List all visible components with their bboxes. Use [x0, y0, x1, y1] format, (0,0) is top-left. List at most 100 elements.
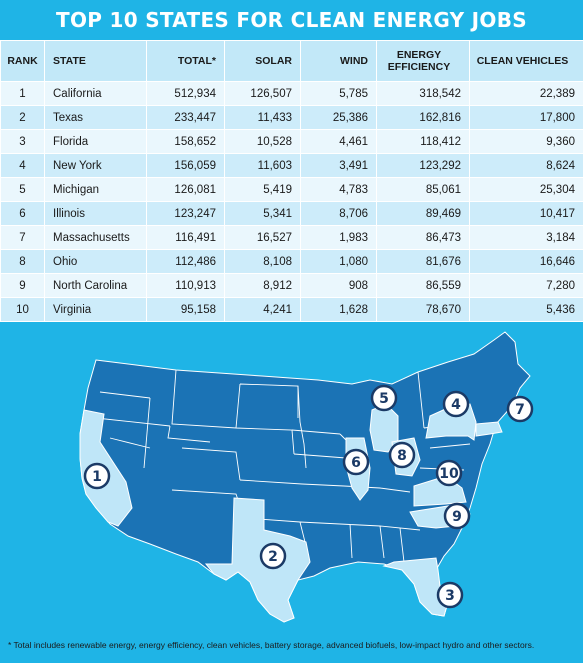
svg-text:3: 3 — [445, 588, 455, 604]
cell-rank: 6 — [0, 201, 45, 226]
cell-total: 512,934 — [146, 81, 225, 106]
header-solar: SOLAR — [224, 40, 301, 82]
cell-wind: 1,983 — [300, 225, 377, 250]
cell-total: 95,158 — [146, 297, 225, 322]
cell-solar: 5,419 — [224, 177, 301, 202]
cell-clean-vehicles: 5,436 — [469, 297, 583, 322]
cell-solar: 5,341 — [224, 201, 301, 226]
cell-solar: 8,912 — [224, 273, 301, 298]
cell-energy-efficiency: 123,292 — [376, 153, 470, 178]
cell-wind: 1,080 — [300, 249, 377, 274]
cell-rank: 5 — [0, 177, 45, 202]
cell-clean-vehicles: 10,417 — [469, 201, 583, 226]
table-body: 1 California 512,934 126,507 5,785 318,542 22,… — [0, 81, 583, 322]
cell-total: 156,059 — [146, 153, 225, 178]
cell-energy-efficiency: 89,469 — [376, 201, 470, 226]
cell-energy-efficiency: 78,670 — [376, 297, 470, 322]
cell-energy-efficiency: 86,473 — [376, 225, 470, 250]
table-row: 4 New York 156,059 11,603 3,491 123,292 8,624 — [0, 153, 583, 178]
table-row: 3 Florida 158,652 10,528 4,461 118,412 9,360 — [0, 129, 583, 154]
svg-text:6: 6 — [351, 455, 361, 471]
cell-rank: 9 — [0, 273, 45, 298]
cell-rank: 3 — [0, 129, 45, 154]
header-state: STATE — [44, 40, 147, 82]
cell-wind: 4,783 — [300, 177, 377, 202]
table-row: 1 California 512,934 126,507 5,785 318,542 22,… — [0, 81, 583, 106]
svg-text:5: 5 — [379, 391, 389, 407]
cell-energy-efficiency: 118,412 — [376, 129, 470, 154]
cell-wind: 8,706 — [300, 201, 377, 226]
cell-clean-vehicles: 7,280 — [469, 273, 583, 298]
cell-state: Massachusetts — [44, 225, 147, 250]
table-row: 6 Illinois 123,247 5,341 8,706 89,469 10,417 — [0, 201, 583, 226]
cell-wind: 25,386 — [300, 105, 377, 130]
rank-badge-6: 6 — [342, 448, 370, 476]
us-map: 1 2 3 4 5 6 7 8 9 10 — [79, 331, 534, 623]
page-title: TOP 10 STATES FOR CLEAN ENERGY JOBS — [56, 8, 527, 32]
cell-state: Ohio — [44, 249, 147, 274]
rank-badge-3: 3 — [436, 581, 464, 609]
cell-rank: 1 — [0, 81, 45, 106]
rank-badge-8: 8 — [388, 441, 416, 469]
cell-rank: 7 — [0, 225, 45, 250]
svg-text:7: 7 — [515, 402, 525, 418]
header-energy-efficiency: ENERGY EFFICIENCY — [376, 40, 470, 82]
header-rank: RANK — [0, 40, 45, 82]
cell-clean-vehicles: 3,184 — [469, 225, 583, 250]
cell-solar: 8,108 — [224, 249, 301, 274]
state-florida — [382, 557, 449, 617]
svg-text:8: 8 — [397, 448, 407, 464]
cell-wind: 5,785 — [300, 81, 377, 106]
cell-total: 158,652 — [146, 129, 225, 154]
cell-energy-efficiency: 318,542 — [376, 81, 470, 106]
state-massachusetts — [475, 421, 503, 437]
rank-badge-9: 9 — [443, 502, 471, 530]
cell-state: California — [44, 81, 147, 106]
cell-rank: 2 — [0, 105, 45, 130]
jobs-table: RANK STATE TOTAL* SOLAR WIND ENERGY EFFI… — [0, 40, 583, 322]
state-texas — [204, 497, 311, 623]
cell-clean-vehicles: 17,800 — [469, 105, 583, 130]
cell-state: New York — [44, 153, 147, 178]
table-row: 5 Michigan 126,081 5,419 4,783 85,061 25,304 — [0, 177, 583, 202]
cell-clean-vehicles: 22,389 — [469, 81, 583, 106]
table-row: 10 Virginia 95,158 4,241 1,628 78,670 5,436 — [0, 297, 583, 322]
cell-wind: 3,491 — [300, 153, 377, 178]
cell-wind: 4,461 — [300, 129, 377, 154]
us-map-base — [79, 331, 531, 623]
cell-energy-efficiency: 85,061 — [376, 177, 470, 202]
svg-text:4: 4 — [451, 397, 461, 413]
cell-wind: 908 — [300, 273, 377, 298]
cell-energy-efficiency: 86,559 — [376, 273, 470, 298]
cell-rank: 8 — [0, 249, 45, 274]
rank-badge-1: 1 — [83, 462, 111, 490]
cell-total: 126,081 — [146, 177, 225, 202]
header-energy-efficiency-line2: EFFICIENCY — [387, 61, 451, 73]
cell-clean-vehicles: 16,646 — [469, 249, 583, 274]
cell-solar: 11,603 — [224, 153, 301, 178]
table-header-row: RANK STATE TOTAL* SOLAR WIND ENERGY EFFI… — [0, 40, 583, 82]
table-row: 9 North Carolina 110,913 8,912 908 86,559 7,28… — [0, 273, 583, 298]
svg-text:9: 9 — [452, 509, 462, 525]
table-row: 7 Massachusetts 116,491 16,527 1,983 86,473 3,… — [0, 225, 583, 250]
cell-total: 123,247 — [146, 201, 225, 226]
cell-wind: 1,628 — [300, 297, 377, 322]
footnote: * Total includes renewable energy, energ… — [8, 640, 535, 650]
cell-state: Florida — [44, 129, 147, 154]
header-clean-vehicles: CLEAN VEHICLES — [469, 40, 583, 82]
cell-energy-efficiency: 81,676 — [376, 249, 470, 274]
rank-badge-7: 7 — [506, 395, 534, 423]
cell-state: Texas — [44, 105, 147, 130]
cell-total: 116,491 — [146, 225, 225, 250]
cell-state: Michigan — [44, 177, 147, 202]
table-row: 2 Texas 233,447 11,433 25,386 162,816 17,800 — [0, 105, 583, 130]
header-total: TOTAL* — [146, 40, 225, 82]
cell-total: 233,447 — [146, 105, 225, 130]
cell-rank: 4 — [0, 153, 45, 178]
cell-rank: 10 — [0, 297, 45, 322]
table-row: 8 Ohio 112,486 8,108 1,080 81,676 16,646 — [0, 249, 583, 274]
svg-text:10: 10 — [439, 466, 459, 482]
rank-badge-4: 4 — [442, 390, 470, 418]
rank-badge-10: 10 — [435, 459, 463, 487]
svg-text:1: 1 — [92, 469, 102, 485]
